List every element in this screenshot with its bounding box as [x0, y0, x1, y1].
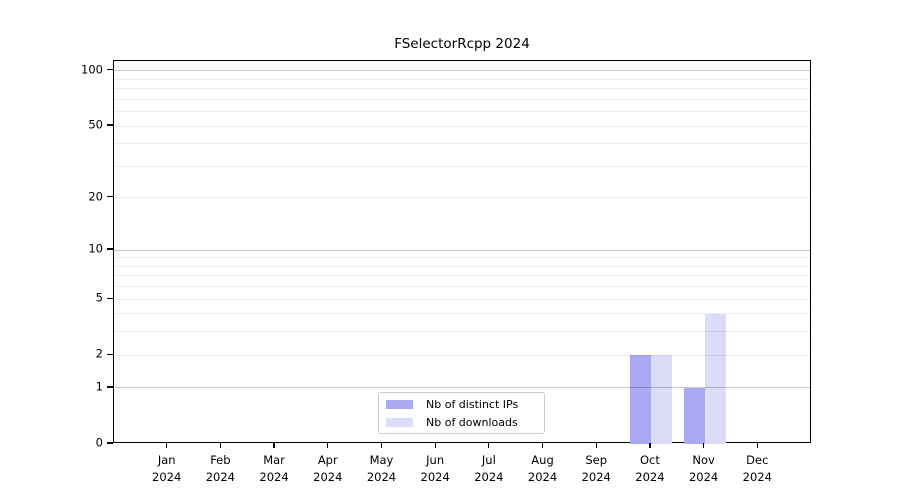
x-tickmark [541, 443, 544, 448]
minor-gridline [114, 197, 810, 199]
minor-gridline [114, 354, 810, 356]
x-tick-year: 2024 [581, 469, 611, 484]
x-tickmark [219, 443, 221, 448]
x-tickmark [756, 443, 758, 448]
x-tickmark [166, 443, 168, 448]
x-tick-label: Dec 2024 [725, 452, 789, 485]
minor-gridline [114, 286, 810, 288]
y-tick-label: 100 [81, 62, 103, 77]
legend-label-distinct-ips: Nb of distinct IPs [426, 397, 519, 411]
x-tick-month: Aug [531, 453, 554, 467]
y-tick-label: 5 [95, 290, 103, 305]
x-tick-year: 2024 [688, 469, 719, 484]
x-tick-year: 2024 [742, 469, 772, 484]
minor-gridline [114, 265, 810, 267]
x-tickmark [380, 443, 383, 448]
legend: Nb of distinct IPs Nb of downloads [378, 392, 545, 434]
x-tick-label: Jan 2024 [135, 452, 199, 485]
minor-gridline [114, 143, 810, 145]
y-tickmark [107, 248, 113, 250]
legend-item-distinct-ips: Nb of distinct IPs [386, 395, 544, 413]
y-tickmark [107, 69, 113, 71]
x-tick-month: Jun [426, 453, 445, 467]
x-tickmark [649, 443, 651, 448]
x-tick-year: 2024 [420, 469, 450, 484]
legend-item-downloads: Nb of downloads [386, 413, 544, 431]
x-tick-year: 2024 [313, 469, 343, 484]
plot-area: Nb of distinct IPs Nb of downloads [113, 60, 811, 444]
y-tick-label: 10 [88, 241, 103, 256]
legend-swatch-distinct-ips [386, 399, 413, 409]
x-tick-label: Aug 2024 [511, 452, 575, 485]
x-tick-label: Oct 2024 [618, 452, 682, 485]
bar-distinct-ips-oct [629, 355, 651, 444]
minor-gridline [114, 78, 810, 80]
x-tick-label: Jul 2024 [457, 452, 521, 485]
y-tickmark [107, 124, 113, 126]
y-tickmark [107, 386, 113, 388]
y-tickmark [107, 442, 113, 444]
x-tick-year: 2024 [635, 469, 665, 484]
y-tick-label: 2 [95, 346, 103, 361]
legend-swatch-downloads [386, 417, 413, 427]
x-tick-month: Nov [692, 453, 715, 467]
y-tick-label: 20 [88, 189, 103, 204]
x-tick-year: 2024 [205, 469, 236, 484]
gridlines-layer [114, 61, 810, 442]
x-tick-month: Feb [210, 453, 231, 467]
minor-gridline [114, 88, 810, 90]
x-tick-month: Oct [639, 453, 660, 467]
chart-title: FSelectorRcpp 2024 [394, 36, 530, 52]
x-tickmark [595, 443, 597, 448]
y-tickmark [107, 297, 113, 299]
y-tick-label: 0 [95, 435, 103, 450]
minor-gridline [114, 298, 810, 300]
major-gridline [114, 70, 810, 72]
minor-gridline [114, 257, 810, 259]
y-tick-label: 50 [88, 117, 103, 132]
x-tickmark [434, 443, 436, 448]
x-tick-month: Sep [585, 453, 608, 467]
bar-downloads-oct [650, 355, 672, 444]
major-gridline [114, 249, 810, 251]
legend-label-downloads: Nb of downloads [426, 415, 518, 429]
x-tick-month: Dec [746, 453, 769, 467]
y-tick-label: 1 [95, 379, 103, 394]
bars-layer [114, 61, 810, 444]
x-tick-month: May [369, 453, 394, 467]
minor-gridline [114, 125, 810, 127]
x-tick-label: Jun 2024 [403, 452, 467, 485]
x-tick-label: Feb 2024 [188, 452, 252, 485]
minor-gridline [114, 165, 810, 167]
x-tickmark [703, 443, 705, 448]
minor-gridline [114, 98, 810, 100]
x-tick-year: 2024 [474, 469, 504, 484]
x-tick-month: Jul [481, 453, 496, 467]
x-tickmark [273, 443, 275, 448]
x-tick-label: Apr 2024 [296, 452, 360, 485]
bar-distinct-ips-nov [683, 387, 705, 444]
minor-gridline [114, 275, 810, 277]
y-tickmark [107, 196, 113, 198]
x-tickmark [488, 443, 490, 448]
minor-gridline [114, 111, 810, 113]
x-tick-label: Sep 2024 [564, 452, 628, 485]
x-tick-month: Mar [263, 453, 285, 467]
x-tick-month: Jan [157, 453, 176, 467]
x-tickmark [327, 443, 329, 448]
x-tick-label: Nov 2024 [672, 452, 736, 485]
major-gridline [114, 387, 810, 389]
minor-gridline [114, 313, 810, 315]
x-tick-year: 2024 [259, 469, 289, 484]
y-tickmark [107, 353, 113, 355]
x-tick-year: 2024 [366, 469, 397, 484]
bar-downloads-nov [704, 313, 726, 444]
x-tick-year: 2024 [527, 469, 558, 484]
x-tick-label: Mar 2024 [242, 452, 306, 485]
x-tick-month: Apr [317, 453, 338, 467]
x-tick-label: May 2024 [349, 452, 413, 485]
x-tick-year: 2024 [152, 469, 182, 484]
minor-gridline [114, 331, 810, 333]
